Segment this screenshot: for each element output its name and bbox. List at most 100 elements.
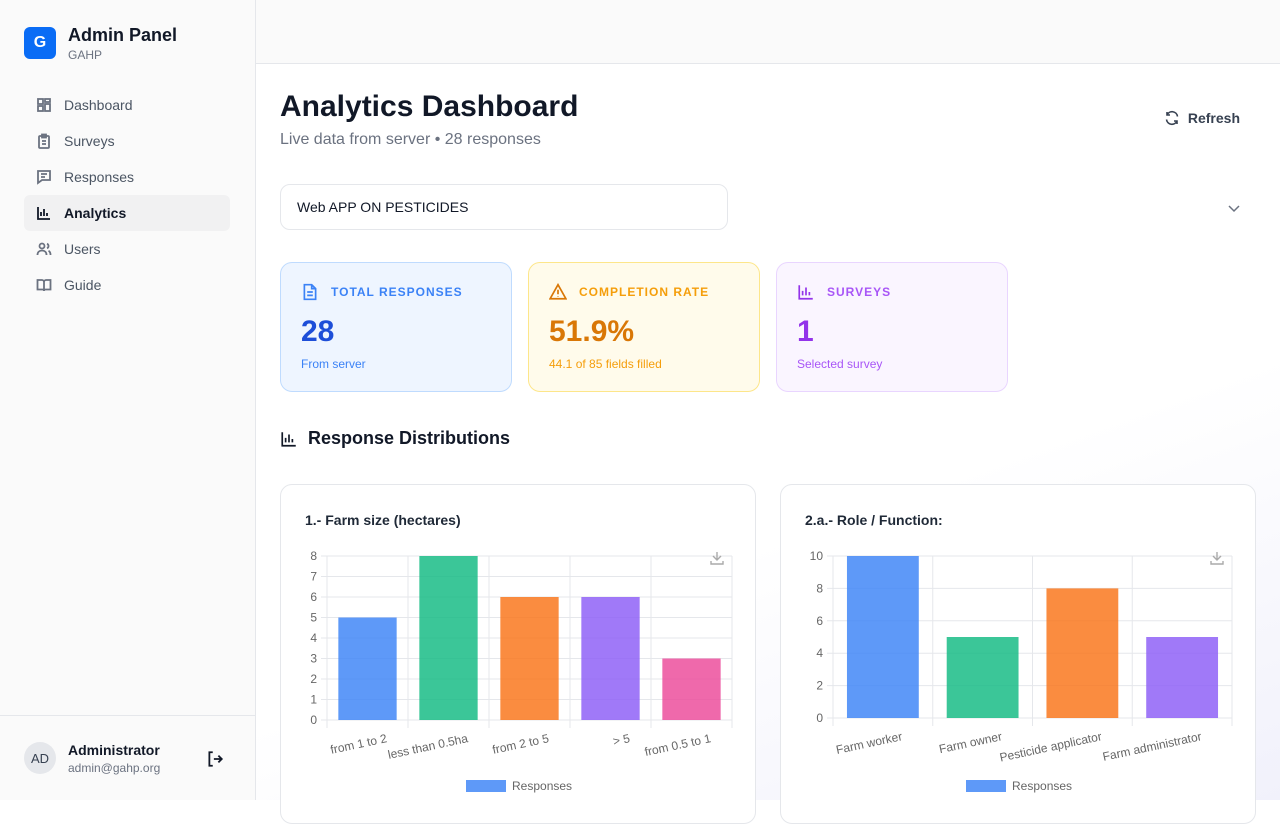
legend-label: Responses [512, 779, 572, 793]
y-tick-label: 3 [310, 652, 317, 666]
stat-card-surveys: SURVEYS 1 Selected survey [776, 262, 1008, 392]
document-icon [303, 283, 317, 301]
y-tick-label: 0 [310, 713, 317, 727]
stat-subtext: Selected survey [797, 357, 883, 371]
section-title: Response Distributions [308, 428, 511, 448]
x-tick-label: Farm owner [938, 729, 1004, 756]
chevron-down-icon[interactable] [1226, 200, 1242, 216]
sidebar-nav: Dashboard Surveys Responses Analytics Us… [24, 87, 230, 303]
y-tick-label: 10 [810, 549, 824, 563]
avatar: AD [24, 742, 56, 774]
y-tick-label: 5 [310, 611, 317, 625]
page-subtitle: Live data from server • 28 responses [280, 131, 541, 148]
bar-chart-icon [798, 285, 813, 300]
legend-swatch [966, 780, 1006, 792]
stat-card-completion-rate: COMPLETION RATE 51.9% 44.1 of 85 fields … [528, 262, 760, 392]
download-icon[interactable] [710, 552, 724, 565]
bar [846, 556, 919, 718]
refresh-button[interactable]: Refresh [1164, 110, 1240, 126]
x-tick-label: from 1 to 2 [329, 731, 388, 757]
bar [946, 637, 1019, 718]
x-tick-label: > 5 [612, 731, 632, 748]
clipboard-icon [38, 133, 50, 149]
sidebar-item-responses[interactable]: Responses [24, 159, 230, 195]
sidebar-item-label: Dashboard [64, 97, 133, 113]
sidebar-item-analytics[interactable]: Analytics [24, 195, 230, 231]
warning-icon [549, 283, 567, 300]
y-tick-label: 6 [816, 614, 823, 628]
survey-select-value: Web APP ON PESTICIDES [297, 199, 469, 215]
x-tick-label: Farm worker [835, 729, 904, 757]
sidebar-item-dashboard[interactable]: Dashboard [24, 87, 230, 123]
bar-chart-icon [37, 207, 50, 220]
stat-value: 51.9% [549, 315, 635, 348]
y-tick-label: 7 [310, 570, 317, 584]
brand-subtitle: GAHP [68, 48, 103, 62]
bar [1146, 637, 1219, 718]
brand-logo: G [24, 27, 56, 59]
brand: G Admin Panel GAHP [24, 25, 178, 62]
user-email: admin@gahp.org [68, 761, 161, 775]
survey-select[interactable]: Web APP ON PESTICIDES [280, 184, 728, 230]
logout-icon[interactable] [206, 750, 224, 768]
refresh-label: Refresh [1187, 110, 1240, 126]
stat-value: 1 [797, 315, 814, 348]
chart-card-farm-size: 1.- Farm size (hectares) 0 1 2 3 4 5 6 7 8 from 1… [280, 484, 756, 824]
y-tick-label: 4 [816, 646, 823, 660]
stat-subtext: 44.1 of 85 fields filled [549, 357, 662, 371]
sidebar-item-label: Responses [64, 169, 135, 185]
bar [500, 597, 559, 720]
refresh-icon [1165, 110, 1179, 126]
top-bar [256, 0, 1280, 64]
sidebar-item-users[interactable]: Users [24, 231, 230, 267]
x-tick-label: from 0.5 to 1 [643, 731, 712, 759]
sidebar-item-guide[interactable]: Guide [24, 267, 230, 303]
y-tick-label: 6 [310, 590, 317, 604]
stat-value: 28 [301, 315, 335, 348]
page-title: Analytics Dashboard [280, 90, 579, 123]
message-icon [37, 170, 51, 185]
bar [662, 658, 721, 720]
stat-label: COMPLETION RATE [579, 285, 710, 299]
chart-title: 2.a.- Role / Function: [805, 512, 943, 528]
legend-swatch [466, 780, 506, 792]
legend-label: Responses [1012, 779, 1072, 793]
y-tick-label: 0 [816, 711, 823, 725]
stat-subtext: From server [301, 357, 366, 371]
stat-card-total-responses: TOTAL RESPONSES 28 From server [280, 262, 512, 392]
user-profile: AD Administrator admin@gahp.org [0, 715, 255, 800]
bar [581, 597, 640, 720]
main-content: Analytics Dashboard Live data from serve… [256, 64, 1280, 824]
x-tick-label: Farm administrator [1101, 729, 1202, 764]
y-tick-label: 4 [310, 631, 317, 645]
book-icon [36, 279, 52, 292]
users-icon [36, 242, 52, 256]
bar [1046, 588, 1119, 718]
x-tick-label: from 2 to 5 [491, 731, 550, 757]
sidebar-item-surveys[interactable]: Surveys [24, 123, 230, 159]
sidebar-item-label: Analytics [64, 205, 127, 221]
y-tick-label: 1 [310, 693, 317, 707]
sidebar-item-label: Surveys [64, 133, 115, 149]
stat-label: TOTAL RESPONSES [331, 285, 463, 299]
download-icon[interactable] [1210, 552, 1224, 565]
sidebar: G Admin Panel GAHP Dashboard Surveys Res… [0, 0, 256, 800]
user-name: Administrator [68, 742, 160, 758]
y-tick-label: 8 [816, 581, 823, 595]
chart-card-role: 2.a.- Role / Function: 0 2 4 6 8 10 Farm worke… [780, 484, 1256, 824]
bar [338, 617, 397, 720]
grid-icon [37, 98, 51, 112]
bar [419, 556, 478, 720]
y-tick-label: 2 [310, 672, 317, 686]
section-heading: Response Distributions [280, 428, 510, 449]
bar-chart-icon [281, 431, 296, 447]
y-tick-label: 8 [310, 549, 317, 563]
sidebar-item-label: Guide [64, 277, 102, 293]
y-tick-label: 2 [816, 679, 823, 693]
x-tick-label: less than 0.5ha [387, 731, 470, 762]
x-tick-label: Pesticide applicator [998, 729, 1103, 764]
chart-title: 1.- Farm size (hectares) [305, 512, 461, 528]
brand-title: Admin Panel [68, 25, 178, 45]
